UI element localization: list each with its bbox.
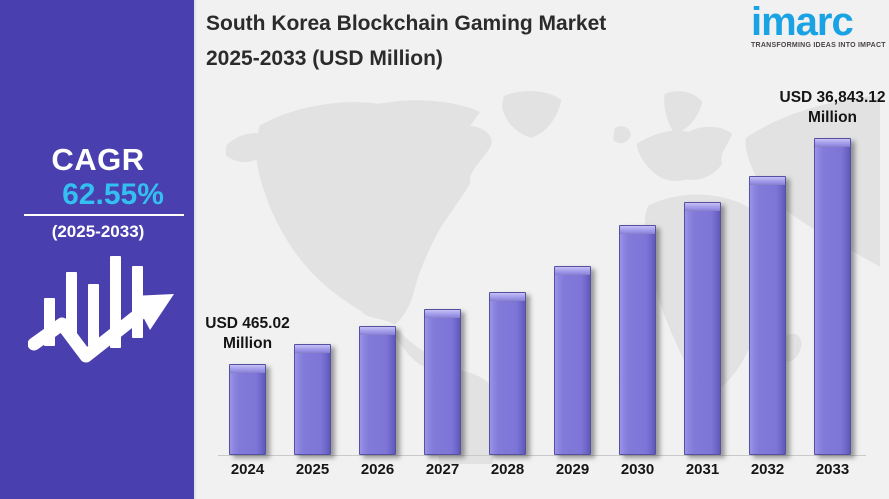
- bar-2031: [684, 202, 721, 455]
- value-annotation-2033: USD 36,843.12 Million: [779, 89, 886, 126]
- bar-2025: [294, 344, 331, 455]
- cagr-sidebar: CAGR 62.55% (2025-2033): [0, 0, 196, 499]
- bar-2030: [619, 225, 656, 455]
- x-tick-label-2032: 2032: [750, 461, 785, 478]
- x-tick-label-2031: 2031: [685, 461, 720, 478]
- chart-title: South Korea Blockchain Gaming Market 2025…: [206, 6, 766, 76]
- bar-2029: [554, 266, 591, 455]
- x-tick-label-2029: 2029: [555, 461, 590, 478]
- x-tick-label-2027: 2027: [425, 461, 460, 478]
- bar-2033: [814, 138, 851, 455]
- x-tick-label-2028: 2028: [490, 461, 525, 478]
- x-tick-label-2024: 2024: [230, 461, 265, 478]
- x-axis-line: [218, 455, 866, 456]
- chart-title-line1: South Korea Blockchain Gaming Market: [206, 12, 607, 35]
- x-tick-label-2025: 2025: [295, 461, 330, 478]
- chart-title-line2: 2025-2033 (USD Million): [206, 47, 443, 70]
- bar-2024: [229, 364, 266, 455]
- imarc-logo: imarc TRANSFORMING IDEAS INTO IMPACT: [751, 0, 886, 49]
- x-tick-label-2030: 2030: [620, 461, 655, 478]
- imarc-logo-tagline: TRANSFORMING IDEAS INTO IMPACT: [751, 42, 886, 49]
- bar-2026: [359, 326, 396, 455]
- cagr-value: 62.55%: [62, 178, 164, 211]
- x-tick-label-2033: 2033: [815, 461, 850, 478]
- value-annotation-2024: USD 465.02 Million: [205, 315, 290, 352]
- cagr-label: CAGR: [51, 142, 145, 177]
- chart-panel: South Korea Blockchain Gaming Market 2025…: [196, 0, 889, 499]
- cagr-period: (2025-2033): [51, 222, 145, 241]
- growth-bars-arrow-icon: [28, 256, 174, 363]
- bar-2027: [424, 309, 461, 455]
- cagr-divider: [24, 214, 184, 216]
- x-tick-label-2026: 2026: [360, 461, 395, 478]
- imarc-logo-wordmark: imarc: [751, 0, 854, 44]
- bar-2032: [749, 176, 786, 455]
- bar-2028: [489, 292, 526, 455]
